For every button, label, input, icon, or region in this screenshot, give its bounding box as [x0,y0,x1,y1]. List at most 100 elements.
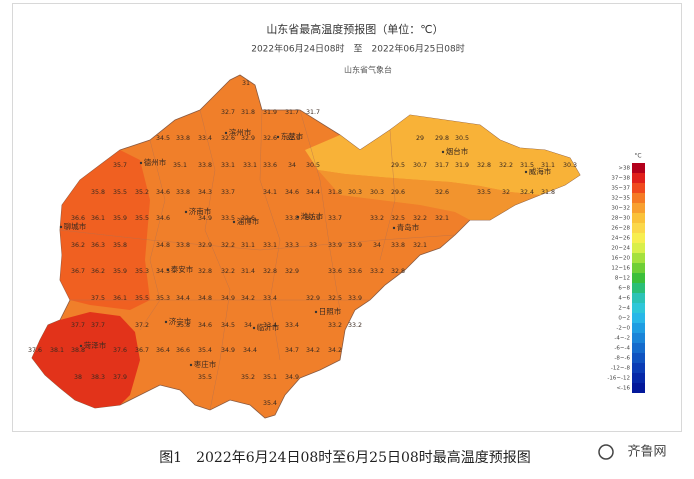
station-value: 33.9 [348,242,362,249]
city-label: 烟台市 [446,146,469,156]
station-value: 34.5 [156,268,170,275]
city-dot [392,226,396,230]
station-value: 32.4 [520,189,534,196]
legend-swatch [632,273,645,283]
station-value: 36.1 [91,215,105,222]
legend-label: >38 [618,166,630,172]
station-value: 34.3 [198,189,212,196]
station-value: 33.1 [221,162,235,169]
city-label: 东营市 [281,131,304,141]
city-label: 聊城市 [64,221,87,231]
station-value: 29 [416,135,424,142]
station-values: 31 32.7 31.8 31.9 31.7 31.7 34.5 33.8 33.4 32.6 32… [28,80,577,407]
station-value: 36.2 [91,268,105,275]
station-value: 34.9 [221,347,235,354]
station-value: 38.3 [91,374,105,381]
station-value: 35.8 [113,242,127,249]
station-value: 36.7 [71,268,85,275]
station-value: 32.5 [328,295,342,302]
station-value: 34.4 [176,295,190,302]
station-value: 32.9 [306,295,320,302]
border [199,109,231,411]
station-value: 36.6 [71,215,85,222]
legend-label: -12~-8 [611,366,631,372]
station-value: 33.4 [263,322,277,329]
station-value: 33.9 [328,242,342,249]
city-dot [184,210,188,214]
legend-swatch [632,383,645,393]
station-value: 33.4 [263,295,277,302]
city-dot [252,326,256,330]
station-value: 31.5 [520,162,534,169]
station-value: 30.7 [413,162,427,169]
city-dot [139,161,143,165]
legend-swatch [632,283,645,293]
station-value: 33.8 [198,162,212,169]
station-value: 31 [242,80,250,87]
city-label: 滨州市 [229,127,252,137]
station-value: 30.5 [306,162,320,169]
station-value: 35.4 [198,347,212,354]
city-dot [79,344,83,348]
station-value: 34.8 [198,295,212,302]
station-value: 35.8 [176,322,190,329]
station-value: 33.9 [348,295,362,302]
legend: °C >38 37~38 35~37 32~35 30~32 28~30 26~28 24~2… [607,153,645,393]
legend-swatch [632,293,645,303]
border [259,109,281,361]
station-value: 35.2 [241,374,255,381]
station-value: 31.8 [328,189,342,196]
station-value: 32.8 [263,268,277,275]
station-value: 32.8 [477,162,491,169]
station-value: 33.4 [285,322,299,329]
city-label: 淄博市 [237,216,260,226]
legend-swatch [632,253,645,263]
legend-swatch [632,173,645,183]
station-value: 34.5 [156,135,170,142]
station-value: 35.4 [263,400,277,407]
station-value: 33.6 [328,268,342,275]
legend-label: 8~12 [615,276,630,282]
station-value: 32.7 [221,109,235,116]
station-value: 34.6 [198,322,212,329]
city-dot [276,135,280,139]
province-map [31,74,581,419]
legend-label: -16~-12 [607,376,630,382]
station-value: 36.4 [156,347,170,354]
city-dot [232,220,236,224]
legend-swatch [632,263,645,273]
station-value: 32.9 [286,135,300,142]
station-value: 36.2 [71,242,85,249]
station-value: 34.9 [198,215,212,222]
border [299,109,341,311]
caption: 图1 2022年6月24日08时至6月25日08时最高温度预报图 [159,449,531,466]
watermark-logo [598,444,614,460]
legend-label: 16~20 [611,256,630,262]
station-value: 33.8 [391,242,405,249]
legend-swatch [632,233,645,243]
station-value: 33.2 [348,322,362,329]
station-value: 37.5 [91,295,105,302]
station-value: 33.5 [221,215,235,222]
legend-label: 32~35 [611,196,630,202]
station-value: 32.9 [285,268,299,275]
borders [59,109,456,411]
station-value: 31.7 [306,109,320,116]
station-value: 32.2 [221,268,235,275]
city-label: 临沂市 [257,322,280,332]
station-value: 33.2 [370,215,384,222]
station-value: 34 [244,322,252,329]
station-value: 31.8 [241,109,255,116]
legend-swatch [632,323,645,333]
city-dot [524,170,528,174]
station-value: 34.6 [285,189,299,196]
station-value: 33.7 [328,215,342,222]
station-value: 36.6 [176,347,190,354]
legend-label: 6~8 [618,286,630,292]
legend-swatch [632,213,645,223]
station-value: 33.8 [176,242,190,249]
station-value: 31.9 [263,109,277,116]
legend-swatch [632,353,645,363]
station-value: 35.9 [113,268,127,275]
